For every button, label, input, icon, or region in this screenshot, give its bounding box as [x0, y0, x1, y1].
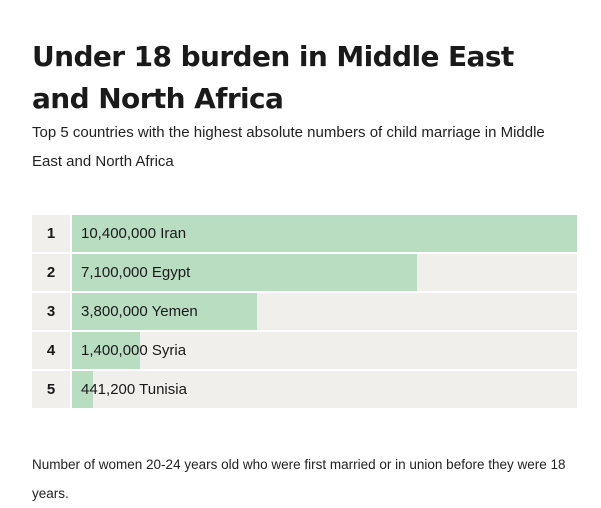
rank-label: 5: [32, 371, 70, 408]
bar-track: 10,400,000 Iran: [72, 215, 577, 252]
bar-row: 4 1,400,000 Syria: [32, 332, 577, 369]
chart-title: Under 18 burden in Middle East and North…: [32, 40, 514, 115]
bar-track: 1,400,000 Syria: [72, 332, 577, 369]
bar-row: 1 10,400,000 Iran: [32, 215, 577, 252]
bar-track: 7,100,000 Egypt: [72, 254, 577, 291]
bar-data-label: 441,200 Tunisia: [81, 381, 187, 398]
chart-footnote: Number of women 20-24 years old who were…: [32, 457, 566, 501]
bar-data-label: 1,400,000 Syria: [81, 342, 187, 359]
bar-track: 441,200 Tunisia: [72, 371, 577, 408]
bar-row: 2 7,100,000 Egypt: [32, 254, 577, 291]
bar: [72, 371, 94, 408]
bar-data-label: 3,800,000 Yemen: [81, 303, 198, 320]
rank-label: 4: [32, 332, 70, 369]
bar: [72, 215, 577, 252]
rank-label: 3: [32, 293, 70, 330]
bar-data-label: 10,400,000 Iran: [81, 225, 187, 242]
bar: [72, 254, 417, 291]
bar-row: 5 441,200 Tunisia: [32, 371, 577, 408]
bar-track: 3,800,000 Yemen: [72, 293, 577, 330]
bar: [72, 332, 140, 369]
bar-data-label: 7,100,000 Egypt: [81, 264, 191, 281]
bar-chart: 1 10,400,000 Iran 2 7,100,000 Egypt 3 3,800,0…: [32, 215, 577, 410]
bar: [72, 293, 257, 330]
rank-label: 2: [32, 254, 70, 291]
chart-subtitle: Top 5 countries with the highest absolut…: [32, 124, 545, 170]
bar-row: 3 3,800,000 Yemen: [32, 293, 577, 330]
rank-label: 1: [32, 215, 70, 252]
